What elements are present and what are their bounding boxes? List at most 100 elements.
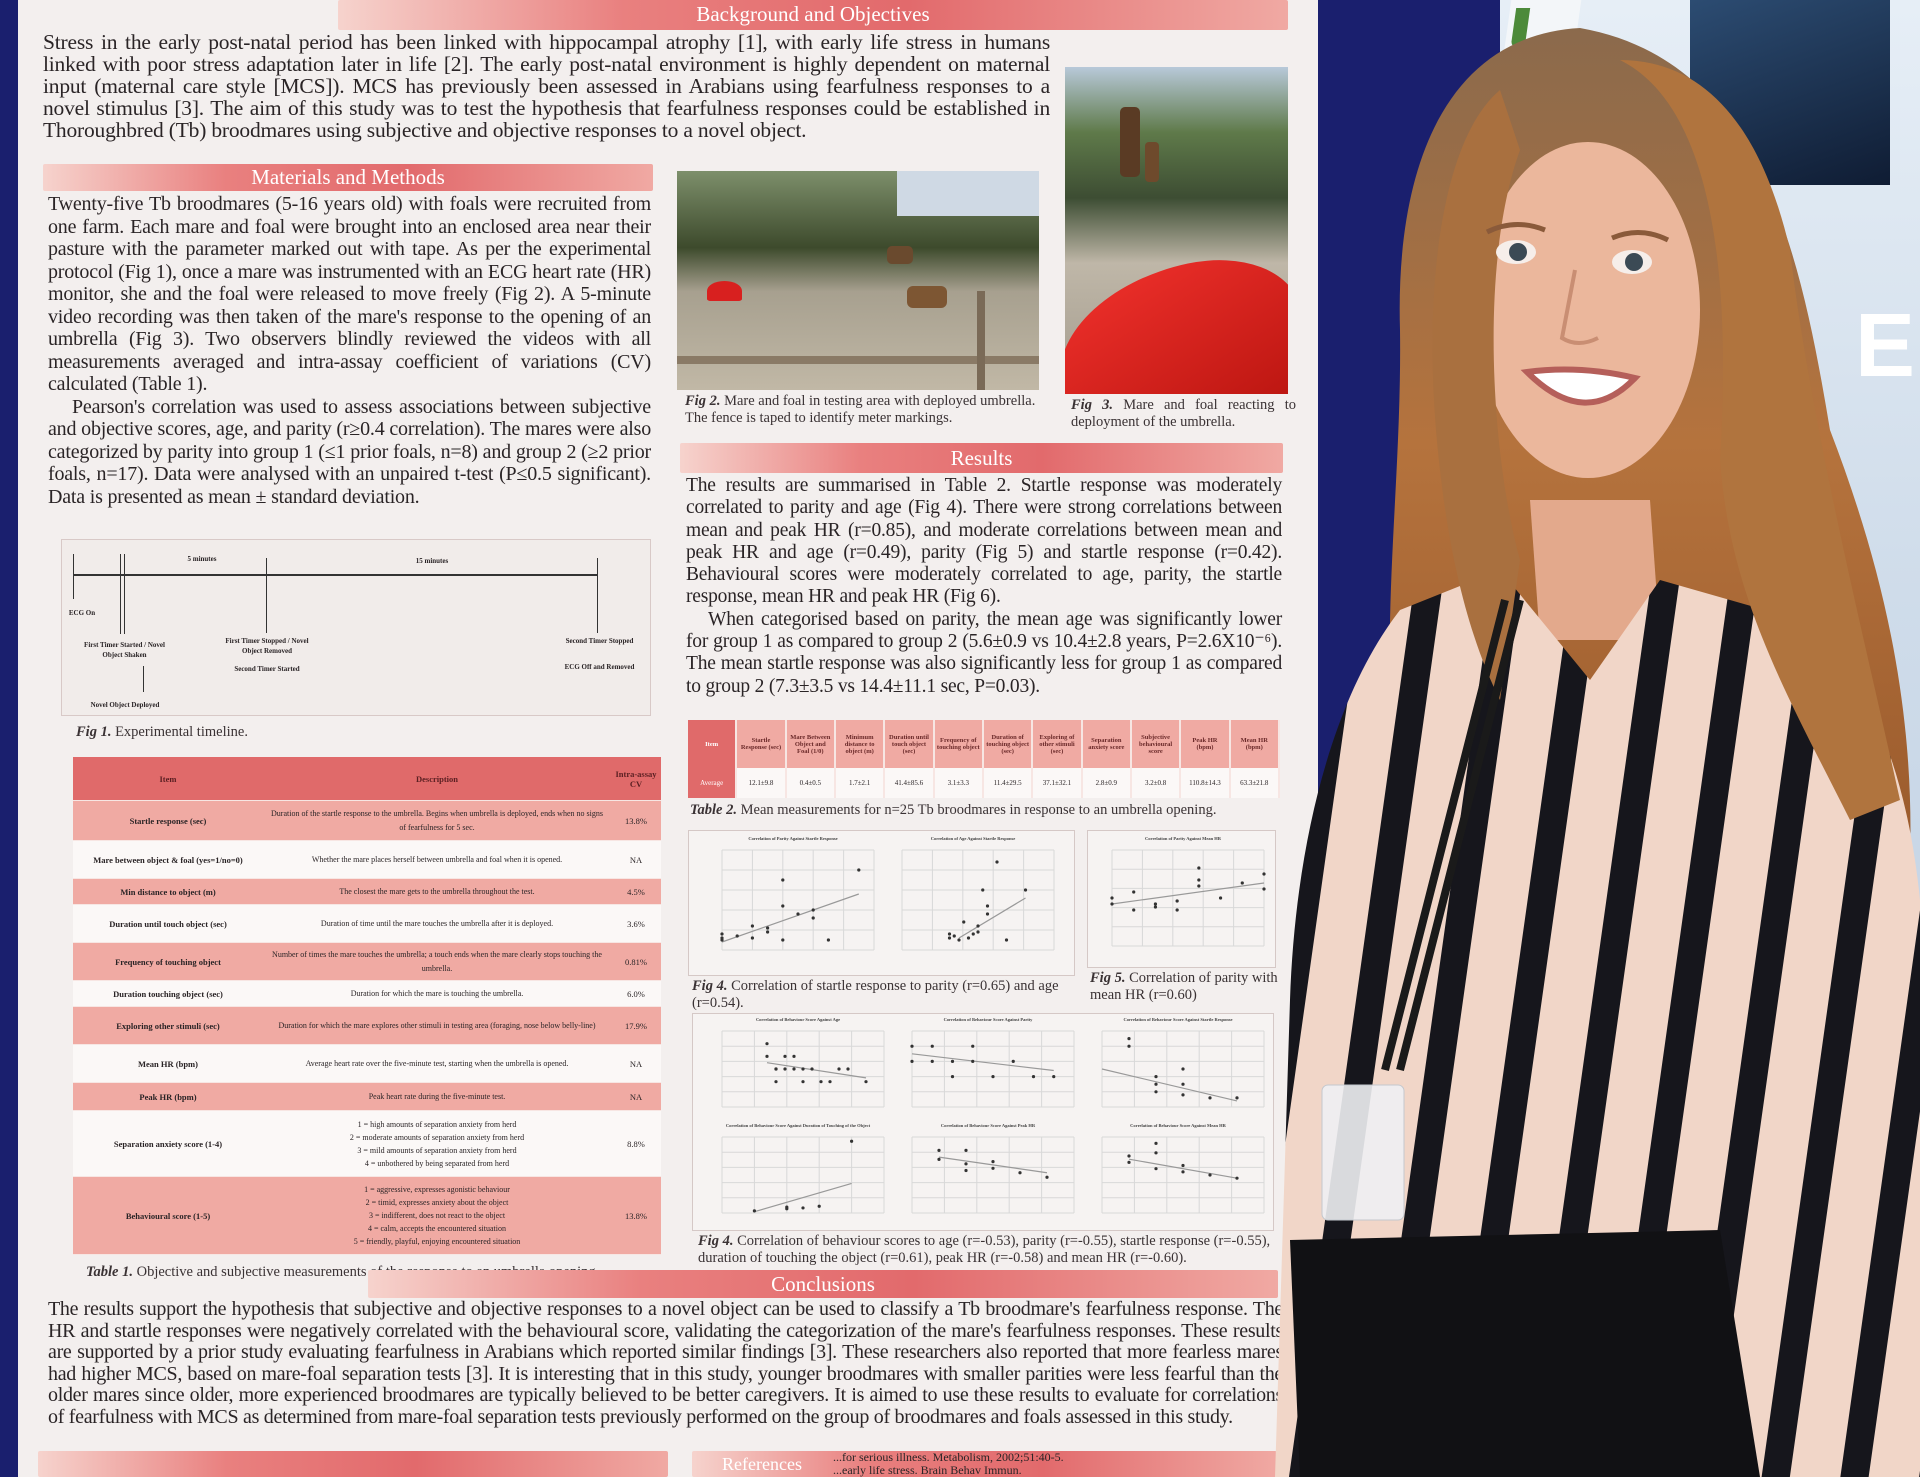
chart-title: Correlation of Parity Against Startle Re…	[748, 836, 838, 841]
timeline-second-stopped: Second Timer Stopped	[565, 637, 634, 645]
data-point	[846, 1067, 850, 1071]
data-point	[1127, 1044, 1131, 1048]
description-cell: Number of times the mare touches the umb…	[272, 949, 602, 973]
data-point	[910, 1059, 914, 1063]
data-point	[962, 920, 966, 924]
table-2-header: Mare Between Object and Foal (1/0)	[786, 720, 834, 768]
reference-2: ...early life stress. Brain Behav Immun.	[833, 1463, 1022, 1477]
data-point	[1052, 1075, 1056, 1079]
data-point	[817, 1204, 821, 1208]
data-point	[947, 936, 952, 940]
background-heading: Background and Objectives	[338, 0, 1288, 30]
table-2-column: Startle Response (sec) 12.1±9.8	[737, 720, 787, 798]
data-point	[781, 878, 785, 882]
data-point	[952, 934, 956, 938]
data-point	[976, 930, 980, 934]
eyebrow-left	[1485, 222, 1546, 235]
table-2-header: Minimum distance to object (m)	[835, 720, 884, 768]
data-point	[1197, 866, 1201, 870]
data-point	[801, 1080, 805, 1084]
data-point	[966, 936, 971, 940]
cv-cell: 4.5%	[627, 886, 645, 897]
background-text: Stress in the early post-natal period ha…	[43, 30, 1050, 142]
mini-scatter-chart: Correlation of Age Against Startle Respo…	[888, 836, 1058, 964]
data-point	[1235, 1176, 1239, 1180]
table-2-header: Separation anxiety score	[1082, 720, 1130, 768]
data-point	[991, 1075, 995, 1079]
data-point	[750, 936, 754, 940]
data-point	[850, 1139, 854, 1143]
cv-cell: NA	[629, 1091, 643, 1102]
table-2-header: Duration of touching object (sec)	[983, 720, 1032, 768]
table-1-row: Mean HR (bpm) Average heart rate over the…	[73, 1045, 661, 1083]
name-badge	[1321, 1084, 1405, 1221]
trend-line	[911, 1053, 1054, 1072]
data-point	[1175, 908, 1179, 912]
data-point	[766, 930, 770, 934]
item-cell: Duration until touch object (sec)	[109, 918, 227, 929]
banner-letters: E	[1855, 296, 1916, 396]
description-cell: The closest the mare gets to the umbrell…	[339, 886, 535, 896]
data-point	[810, 1067, 814, 1071]
trend-line	[1111, 882, 1265, 905]
table-1: Item Description Intra-assay CV Startle …	[73, 757, 661, 1255]
methods-heading: Materials and Methods	[43, 164, 653, 191]
data-point	[950, 1075, 955, 1079]
description-cell: Duration for which the mare explores oth…	[278, 1020, 596, 1030]
table-2-column: Subjective behavioural score 3.2±0.8	[1131, 720, 1182, 798]
data-point	[930, 1044, 934, 1048]
data-point	[1197, 884, 1201, 888]
results-paragraph-1: The results are summarised in Table 2. S…	[686, 475, 1282, 608]
cv-cell: 13.8%	[625, 1210, 647, 1221]
table-2-value: 41.4±85.6	[885, 768, 933, 798]
data-point	[971, 1059, 975, 1063]
table-1-row: Peak HR (bpm) Peak heart rate during the …	[73, 1083, 661, 1111]
results-paragraph-2: When categorised based on parity, the me…	[686, 608, 1282, 697]
table-2-header: Subjective behavioural score	[1131, 720, 1180, 768]
cv-cell: 6.0%	[627, 988, 645, 999]
table-2-value: 37.1±32.1	[1033, 768, 1081, 798]
trend-line	[766, 1062, 867, 1079]
cv-cell: 3.6%	[627, 918, 645, 929]
data-point	[964, 1168, 968, 1173]
data-point	[1181, 1163, 1185, 1168]
table-2-header: Startle Response (sec)	[737, 720, 785, 768]
timeline-arrow	[143, 666, 144, 692]
chart-title: Correlation of Behaviour Score Against M…	[1130, 1123, 1226, 1128]
mini-scatter-chart: Correlation of Behaviour Score Against A…	[708, 1017, 888, 1121]
chart-title: Correlation of Behaviour Score Against A…	[755, 1017, 841, 1022]
mini-scatter-chart: Correlation of Behaviour Score Against S…	[1088, 1017, 1268, 1121]
table-2-header: Frequency of touching object	[934, 720, 982, 768]
trend-line	[938, 1156, 1048, 1174]
item-cell: Duration touching object (sec)	[113, 988, 223, 999]
data-point	[1181, 1170, 1185, 1174]
eyebrow-right	[1611, 230, 1670, 243]
cv-cell: 0.81%	[625, 956, 647, 967]
data-point	[991, 1166, 995, 1170]
timeline-figure: 5 minutes 15 minutes ECG On First Timer …	[61, 539, 651, 716]
data-point	[801, 1206, 805, 1210]
conclusions-text: The results support the hypothesis that …	[48, 1298, 1283, 1428]
data-point	[1154, 1082, 1158, 1086]
data-point	[1127, 1160, 1131, 1164]
table-2-value: 3.2±0.8	[1131, 768, 1180, 798]
data-point	[937, 1157, 941, 1161]
table-2-value: 0.4±0.5	[786, 768, 834, 798]
results-text: The results are summarised in Table 2. S…	[686, 475, 1282, 698]
table-2-value: 3.1±3.3	[934, 768, 982, 798]
table-2-column: Minimum distance to object (m) 1.7±2.1	[835, 720, 886, 798]
chart-title: Correlation of Behaviour Score Against D…	[725, 1123, 871, 1128]
trend-line	[721, 893, 859, 943]
data-point	[765, 1042, 769, 1046]
data-point	[1110, 896, 1114, 900]
description-cell: 1 = aggressive, expresses agonistic beha…	[353, 1185, 521, 1246]
references-heading: References	[722, 1454, 802, 1474]
data-point	[826, 938, 830, 942]
description-cell: Duration of the startle response to the …	[271, 808, 603, 832]
data-point	[1208, 1096, 1212, 1100]
data-point	[864, 1080, 868, 1084]
description-cell: 1 = high amounts of separation anxiety f…	[349, 1119, 525, 1168]
scatter-plot	[720, 849, 875, 951]
cv-cell: 17.9%	[625, 1020, 647, 1031]
fig4-caption: Fig 4. Correlation of startle response t…	[692, 978, 1059, 1011]
